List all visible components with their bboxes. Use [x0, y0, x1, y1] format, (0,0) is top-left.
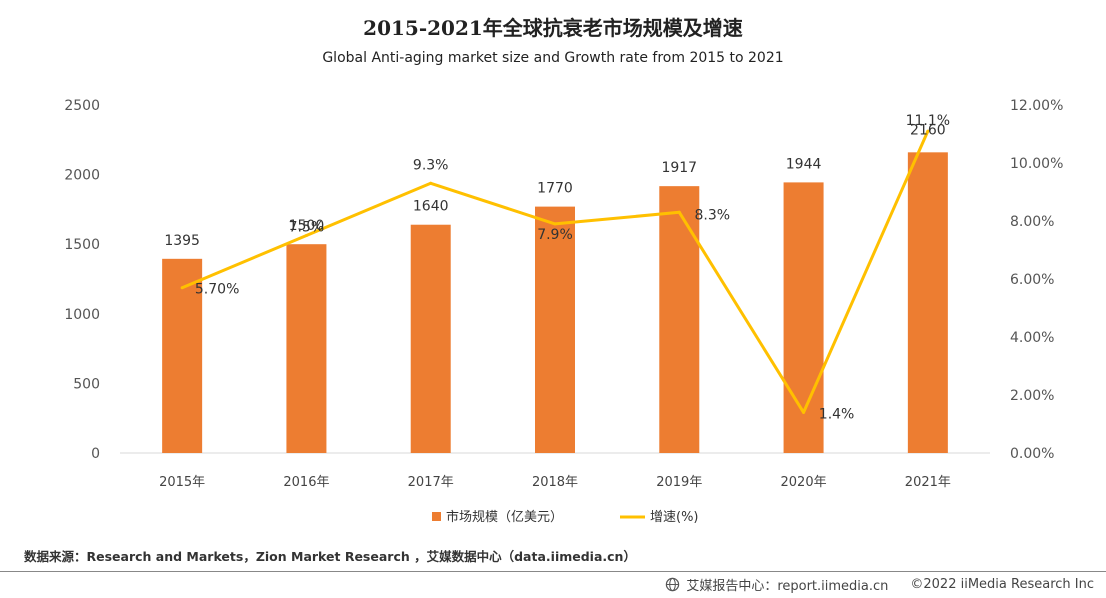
- left-axis-ticks: 0 500 1000 1500 2000 2500: [64, 98, 100, 462]
- footer-divider: [0, 571, 1106, 572]
- x-axis-tick-label: 2020年: [781, 475, 827, 490]
- footer-credit: 艾媒报告中心：report.iimedia.cn ©2022 iiMedia R…: [665, 575, 1094, 594]
- right-axis-tick-label: 10.00%: [1010, 156, 1063, 172]
- chart-subtitle: Global Anti-aging market size and Growth…: [322, 50, 784, 66]
- line-point: [926, 129, 930, 133]
- line-series: [180, 129, 930, 414]
- bar-value-label: 1395: [164, 233, 200, 249]
- bar: [162, 258, 203, 453]
- line-point: [304, 234, 308, 237]
- data-labels: 1395 1500 1640 1770 1917 1944 2160 5.70% 7.5% 9.3…: [164, 113, 950, 422]
- growth-value-label: 8.3%: [694, 207, 730, 223]
- growth-value-label: 7.9%: [537, 227, 573, 243]
- growth-value-label: 11.1%: [906, 113, 950, 129]
- left-axis-tick-label: 500: [73, 376, 100, 392]
- growth-value-label: 7.5%: [289, 220, 325, 236]
- bar-value-label: 2160: [910, 122, 946, 138]
- growth-value-label: 9.3%: [413, 157, 449, 173]
- growth-value-label: 5.70%: [195, 282, 239, 298]
- left-axis-tick-label: 2500: [64, 98, 100, 114]
- line-point: [429, 181, 433, 185]
- bar: [783, 182, 824, 453]
- footer-site: 艾媒报告中心：report.iimedia.cn: [686, 579, 889, 594]
- data-source-note: 数据来源：Research and Markets，Zion Market Re…: [24, 549, 636, 564]
- right-axis-tick-label: 12.00%: [1010, 98, 1063, 114]
- left-axis-tick-label: 1000: [64, 307, 100, 323]
- x-axis-tick-label: 2018年: [532, 475, 578, 490]
- line-point: [553, 222, 557, 226]
- bar: [410, 224, 451, 453]
- x-axis-tick-label: 2017年: [408, 475, 454, 490]
- bar-value-label: 1944: [786, 156, 822, 172]
- bar-value-label: 1917: [661, 160, 697, 176]
- legend: 市场规模（亿美元） 增速(%): [432, 509, 699, 525]
- combo-chart: 0 500 1000 1500 2000 2500 0.00% 2.00% 4.00% 6.00…: [64, 98, 1063, 525]
- x-axis-tick-label: 2019年: [656, 475, 702, 490]
- right-axis-tick-label: 8.00%: [1010, 214, 1054, 230]
- bar: [907, 152, 948, 453]
- x-axis-ticks: 2015年 2016年 2017年 2018年 2019年 2020年 2021年: [159, 475, 951, 490]
- bar: [659, 186, 700, 453]
- legend-bar-swatch: [432, 512, 441, 521]
- right-axis-ticks: 0.00% 2.00% 4.00% 6.00% 8.00% 10.00% 12.00%: [1010, 98, 1063, 462]
- growth-value-label: 1.4%: [819, 406, 855, 422]
- x-axis-tick-label: 2015年: [159, 475, 205, 490]
- line-point: [677, 210, 681, 214]
- right-axis-tick-label: 4.00%: [1010, 330, 1054, 346]
- left-axis-tick-label: 2000: [64, 168, 100, 184]
- bar: [286, 244, 327, 453]
- legend-bar-label: 市场规模（亿美元）: [446, 509, 563, 525]
- legend-line-label: 增速(%): [650, 510, 699, 525]
- left-axis-tick-label: 1500: [64, 237, 100, 253]
- bar-value-label: 1640: [413, 199, 449, 215]
- chart-title: 2015-2021年全球抗衰老市场规模及增速: [363, 16, 743, 40]
- x-axis-tick-label: 2021年: [905, 475, 951, 490]
- footer-copyright: ©2022 iiMedia Research Inc: [910, 577, 1094, 592]
- right-axis-tick-label: 2.00%: [1010, 388, 1054, 404]
- left-axis-tick-label: 0: [91, 446, 100, 462]
- right-axis-tick-label: 0.00%: [1010, 446, 1054, 462]
- right-axis-tick-label: 6.00%: [1010, 272, 1054, 288]
- bar-value-label: 1500: [289, 218, 325, 234]
- line-point: [180, 286, 184, 290]
- line-point: [802, 410, 806, 414]
- bar-value-label: 1770: [537, 181, 573, 197]
- globe-icon: [666, 577, 680, 592]
- x-axis-tick-label: 2016年: [283, 475, 329, 490]
- bar-series: [162, 152, 948, 453]
- bar: [535, 206, 575, 453]
